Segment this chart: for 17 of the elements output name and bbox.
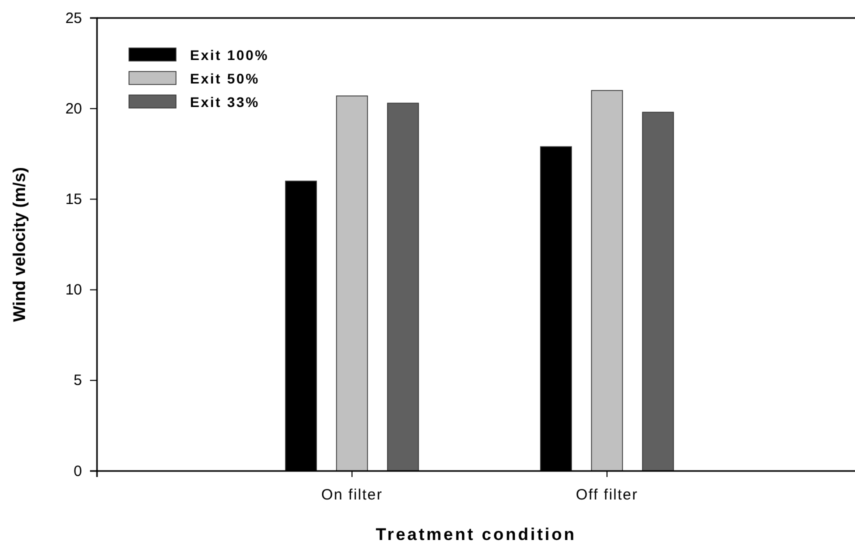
y-tick-label: 20 [65,100,82,118]
bar [642,112,674,472]
y-tick-label: 5 [74,372,82,390]
legend-label: Exit 33% [190,94,260,110]
y-tick-label: 0 [74,462,82,480]
bar [591,90,623,472]
bar [336,96,368,472]
x-tick-label: On filter [321,486,383,504]
y-tick-label: 10 [65,282,82,299]
y-tick-label: 25 [65,10,82,27]
y-axis-title: Wind velocity (m/s) [10,167,29,322]
bar [387,102,419,472]
x-tick-label: Off filter [576,486,638,504]
y-tick-label: 15 [65,191,82,208]
legend-label: Exit 50% [190,70,260,86]
legend-label: Exit 100% [190,47,269,63]
x-axis-title: Treatment condition [376,525,576,544]
